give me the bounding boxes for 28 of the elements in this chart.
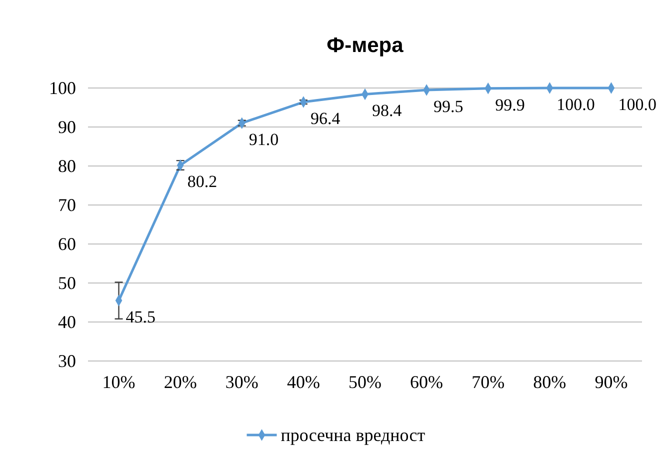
y-tick-label: 70 [58, 194, 76, 215]
x-tick-label: 90% [594, 372, 628, 392]
x-tick-label: 60% [410, 372, 444, 392]
data-label: 45.5 [126, 308, 156, 327]
chart-title: Ф-мера [326, 34, 404, 57]
x-tick-label: 30% [225, 372, 258, 392]
y-tick-label: 100 [49, 78, 76, 98]
y-tick-label: 80 [58, 156, 76, 176]
data-label: 100.0 [556, 95, 595, 114]
y-tick-label: 30 [58, 350, 76, 371]
data-label: 91.0 [248, 130, 279, 150]
data-label: 96.4 [310, 109, 341, 128]
x-tick-label: 10% [102, 372, 136, 392]
y-tick-label: 90 [58, 116, 76, 137]
data-label: 100.0 [618, 95, 656, 114]
y-tick-label: 50 [58, 272, 76, 293]
data-label: 99.5 [434, 96, 464, 116]
x-tick-label: 20% [164, 372, 197, 392]
legend-label: просечна вредност [280, 425, 426, 445]
x-tick-label: 40% [286, 372, 320, 392]
data-label: 99.9 [495, 95, 525, 114]
y-tick-label: 60 [58, 234, 76, 254]
x-tick-label: 70% [472, 372, 505, 392]
x-tick-label: 80% [533, 372, 566, 392]
data-label: 98.4 [372, 101, 402, 120]
y-tick-label: 40 [58, 312, 76, 332]
x-tick-label: 50% [348, 372, 382, 392]
data-label: 80.2 [187, 172, 218, 192]
